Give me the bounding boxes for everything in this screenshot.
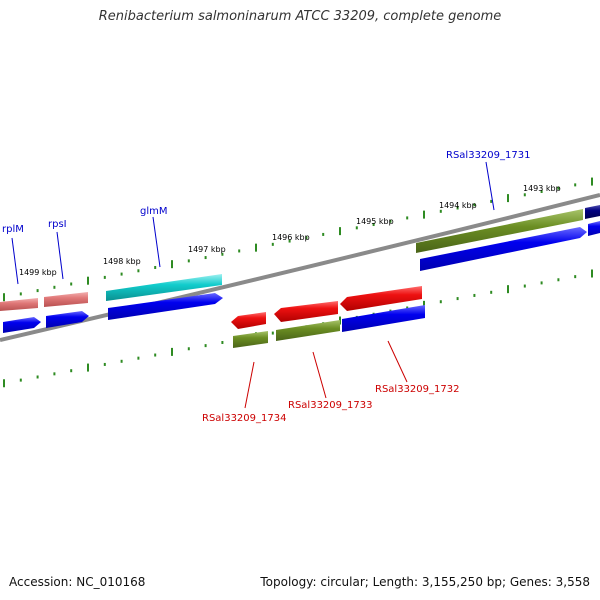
feature-RSal33209_1732[interactable] — [340, 286, 422, 311]
outer-tick-row — [3, 177, 593, 302]
label-rplM[interactable]: rplM — [2, 224, 24, 235]
cds-rpsI[interactable] — [46, 311, 89, 328]
kbp-1495: 1495 kbp — [356, 217, 394, 226]
feature-glmM[interactable] — [106, 274, 222, 301]
kbp-1497: 1497 kbp — [188, 245, 226, 254]
gene-labels: rplM rpsI glmM RSal33209_1731 RSal33209_… — [2, 150, 530, 424]
feature-RSal33209_1734[interactable] — [231, 312, 266, 329]
label-RSal33209_1732[interactable]: RSal33209_1732 — [375, 384, 459, 395]
kbp-1493: 1493 kbp — [523, 184, 561, 193]
feature-olive-1734[interactable] — [233, 331, 268, 348]
label-leaders — [11, 161, 495, 409]
kbp-1498: 1498 kbp — [103, 257, 141, 266]
label-rpsI[interactable]: rpsI — [48, 219, 67, 230]
forward-feature-row — [0, 205, 600, 311]
label-RSal33209_1733[interactable]: RSal33209_1733 — [288, 400, 372, 411]
reverse-cds-row — [233, 305, 425, 348]
cds-RSal33209_1732[interactable] — [342, 305, 425, 332]
genome-summary-text: Topology: circular; Length: 3,155,250 bp… — [260, 575, 590, 589]
accession-text: Accession: NC_010168 — [9, 575, 146, 589]
feature-RSal33209_1733[interactable] — [274, 301, 338, 322]
feature-olive-1733[interactable] — [276, 320, 340, 341]
feature-rpsI-rrna[interactable] — [44, 292, 88, 307]
genome-backbone — [0, 193, 600, 342]
feature-rplM-rrna[interactable] — [0, 298, 38, 311]
reverse-feature-row — [231, 286, 422, 329]
kbp-1499: 1499 kbp — [19, 268, 57, 277]
label-glmM[interactable]: glmM — [140, 206, 168, 217]
label-RSal33209_1734[interactable]: RSal33209_1734 — [202, 413, 286, 424]
cds-glmM[interactable] — [108, 293, 223, 320]
cds-rplM[interactable] — [3, 317, 41, 333]
cds-edge-right[interactable] — [588, 221, 600, 236]
map-title: Renibacterium salmoninarum ATCC 33209, c… — [98, 9, 502, 24]
feature-RSal33209_1731[interactable] — [416, 209, 583, 253]
kbp-1494: 1494 kbp — [439, 201, 477, 210]
kbp-1496: 1496 kbp — [272, 233, 310, 242]
forward-cds-row — [3, 221, 600, 333]
kbp-scale: 1499 kbp 1498 kbp 1497 kbp 1496 kbp 1495… — [19, 184, 561, 277]
feature-navy-gene[interactable] — [585, 205, 600, 219]
cds-RSal33209_1731[interactable] — [420, 227, 587, 271]
label-RSal33209_1731[interactable]: RSal33209_1731 — [446, 150, 530, 161]
